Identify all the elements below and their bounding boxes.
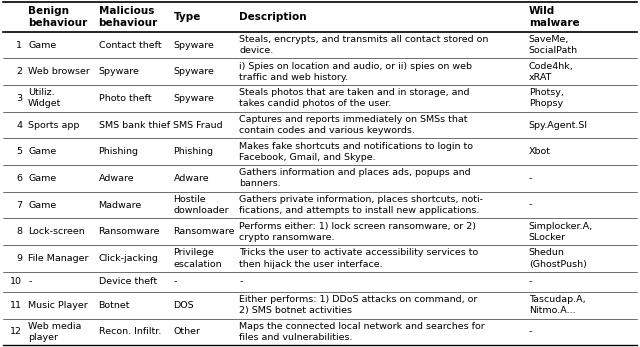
Text: -: - xyxy=(28,277,31,286)
Text: Type: Type xyxy=(173,12,201,22)
Text: Contact theft: Contact theft xyxy=(99,41,161,50)
Text: Spyware: Spyware xyxy=(173,94,214,103)
Text: Ransomware: Ransomware xyxy=(99,227,160,236)
Text: 2: 2 xyxy=(17,67,22,76)
Text: 10: 10 xyxy=(10,277,22,286)
Text: -: - xyxy=(529,201,532,210)
Text: Benign
behaviour: Benign behaviour xyxy=(28,6,88,28)
Text: -: - xyxy=(239,277,243,286)
Text: Makes fake shortcuts and notifications to login to
Facebook, Gmail, and Skype.: Makes fake shortcuts and notifications t… xyxy=(239,142,474,162)
Text: Spyware: Spyware xyxy=(99,67,140,76)
Text: Steals photos that are taken and in storage, and
takes candid photos of the user: Steals photos that are taken and in stor… xyxy=(239,88,470,109)
Text: Gathers private information, places shortcuts, noti-
fications, and attempts to : Gathers private information, places shor… xyxy=(239,195,483,215)
Text: File Manager: File Manager xyxy=(28,254,89,263)
Text: Madware: Madware xyxy=(99,201,142,210)
Text: Adware: Adware xyxy=(99,174,134,183)
Text: Adware: Adware xyxy=(173,174,209,183)
Text: Photsy,
Phopsy: Photsy, Phopsy xyxy=(529,88,563,109)
Text: -: - xyxy=(529,174,532,183)
Text: Web media
player: Web media player xyxy=(28,322,81,342)
Text: Photo theft: Photo theft xyxy=(99,94,151,103)
Text: 5: 5 xyxy=(17,147,22,156)
Text: 7: 7 xyxy=(17,201,22,210)
Text: DOS: DOS xyxy=(173,301,194,310)
Text: Spy.Agent.SI: Spy.Agent.SI xyxy=(529,120,588,129)
Text: Either performs: 1) DDoS attacks on command, or
2) SMS botnet activities: Either performs: 1) DDoS attacks on comm… xyxy=(239,295,477,315)
Text: Description: Description xyxy=(239,12,307,22)
Text: Lock-screen: Lock-screen xyxy=(28,227,85,236)
Text: Game: Game xyxy=(28,147,56,156)
Text: Ransomware: Ransomware xyxy=(173,227,235,236)
Text: SMS bank thief: SMS bank thief xyxy=(99,120,170,129)
Text: Device theft: Device theft xyxy=(99,277,157,286)
Text: Music Player: Music Player xyxy=(28,301,88,310)
Text: 11: 11 xyxy=(10,301,22,310)
Text: -: - xyxy=(173,277,177,286)
Text: Botnet: Botnet xyxy=(99,301,130,310)
Text: Other: Other xyxy=(173,328,200,337)
Text: Privilege
escalation: Privilege escalation xyxy=(173,248,222,269)
Text: Sports app: Sports app xyxy=(28,120,79,129)
Text: 3: 3 xyxy=(16,94,22,103)
Text: Phishing: Phishing xyxy=(173,147,214,156)
Text: Malicious
behaviour: Malicious behaviour xyxy=(99,6,158,28)
Text: 4: 4 xyxy=(17,120,22,129)
Text: 1: 1 xyxy=(17,41,22,50)
Text: SMS Fraud: SMS Fraud xyxy=(173,120,223,129)
Text: Spyware: Spyware xyxy=(173,67,214,76)
Text: i) Spies on location and audio, or ii) spies on web
traffic and web history.: i) Spies on location and audio, or ii) s… xyxy=(239,62,472,82)
Text: Phishing: Phishing xyxy=(99,147,139,156)
Text: Game: Game xyxy=(28,174,56,183)
Text: 6: 6 xyxy=(17,174,22,183)
Text: Click-jacking: Click-jacking xyxy=(99,254,159,263)
Text: Utiliz.
Widget: Utiliz. Widget xyxy=(28,88,61,109)
Text: Tascudap.A,
Nitmo.A...: Tascudap.A, Nitmo.A... xyxy=(529,295,585,315)
Text: Xbot: Xbot xyxy=(529,147,550,156)
Text: -: - xyxy=(529,277,532,286)
Text: Spyware: Spyware xyxy=(173,41,214,50)
Text: 12: 12 xyxy=(10,328,22,337)
Text: 9: 9 xyxy=(17,254,22,263)
Text: Simplocker.A,
SLocker: Simplocker.A, SLocker xyxy=(529,222,593,242)
Text: Recon. Infiltr.: Recon. Infiltr. xyxy=(99,328,161,337)
Text: Captures and reports immediately on SMSs that
contain codes and various keywords: Captures and reports immediately on SMSs… xyxy=(239,115,468,135)
Text: Performs either: 1) lock screen ransomware, or 2)
crypto ransomware.: Performs either: 1) lock screen ransomwa… xyxy=(239,222,476,242)
Text: Wild
malware: Wild malware xyxy=(529,6,579,28)
Text: SaveMe,
SocialPath: SaveMe, SocialPath xyxy=(529,35,578,55)
Text: Web browser: Web browser xyxy=(28,67,90,76)
Text: Steals, encrypts, and transmits all contact stored on
device.: Steals, encrypts, and transmits all cont… xyxy=(239,35,489,55)
Text: Hostile
downloader: Hostile downloader xyxy=(173,195,229,215)
Text: Code4hk,
xRAT: Code4hk, xRAT xyxy=(529,62,573,82)
Text: Game: Game xyxy=(28,201,56,210)
Text: -: - xyxy=(529,328,532,337)
Text: Game: Game xyxy=(28,41,56,50)
Text: Shedun
(GhostPush): Shedun (GhostPush) xyxy=(529,248,586,269)
Text: 8: 8 xyxy=(17,227,22,236)
Text: Tricks the user to activate accessibility services to
then hijack the user inter: Tricks the user to activate accessibilit… xyxy=(239,248,479,269)
Text: Maps the connected local network and searches for
files and vulnerabilities.: Maps the connected local network and sea… xyxy=(239,322,485,342)
Text: Gathers information and places ads, popups and
banners.: Gathers information and places ads, popu… xyxy=(239,168,471,188)
